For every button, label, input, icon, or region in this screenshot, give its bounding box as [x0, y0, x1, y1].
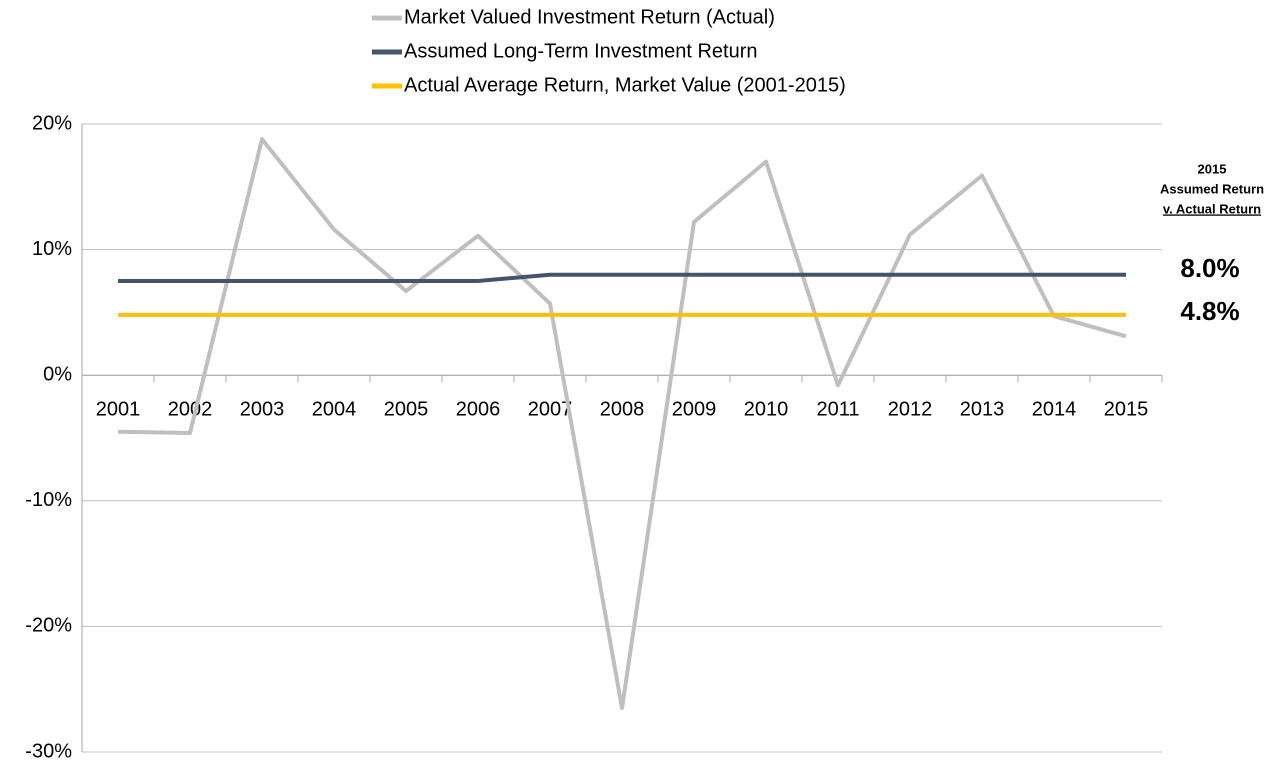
- x-tick-label: 2015: [1104, 398, 1149, 420]
- x-tick-label: 2001: [96, 398, 141, 420]
- x-tick-label: 2011: [816, 398, 859, 420]
- x-tick-label: 2012: [888, 398, 933, 420]
- annotation-actual: 4.8%: [1180, 296, 1239, 326]
- annotation-heading: 2015: [1198, 161, 1227, 176]
- series-line: [118, 272, 1126, 283]
- y-tick-label: -20%: [25, 615, 72, 637]
- x-tick-label: 2008: [600, 398, 645, 420]
- series-line: [117, 137, 1127, 711]
- y-tick-label: 0%: [43, 363, 72, 385]
- annotation-heading: v. Actual Return: [1163, 201, 1261, 216]
- annotation-heading: Assumed Return: [1160, 181, 1264, 196]
- x-tick-label: 2004: [312, 398, 357, 420]
- y-tick-label: -30%: [25, 740, 72, 761]
- x-tick-label: 2009: [672, 398, 717, 420]
- x-tick-label: 2005: [384, 398, 429, 420]
- x-tick-label: 2013: [960, 398, 1005, 420]
- x-tick-label: 2007: [528, 398, 573, 420]
- x-tick-label: 2014: [1032, 398, 1077, 420]
- x-tick-label: 2010: [744, 398, 789, 420]
- x-tick-label: 2006: [456, 398, 501, 420]
- annotation-assumed: 8.0%: [1180, 253, 1239, 283]
- y-tick-label: 10%: [32, 238, 72, 260]
- x-tick-label: 2002: [168, 398, 213, 420]
- legend-label: Actual Average Return, Market Value (200…: [404, 74, 846, 96]
- y-tick-label: -10%: [25, 489, 72, 511]
- y-tick-label: 20%: [32, 112, 72, 134]
- x-tick-label: 2003: [240, 398, 285, 420]
- legend-label: Assumed Long-Term Investment Return: [404, 40, 758, 62]
- legend-label: Market Valued Investment Return (Actual): [404, 6, 775, 28]
